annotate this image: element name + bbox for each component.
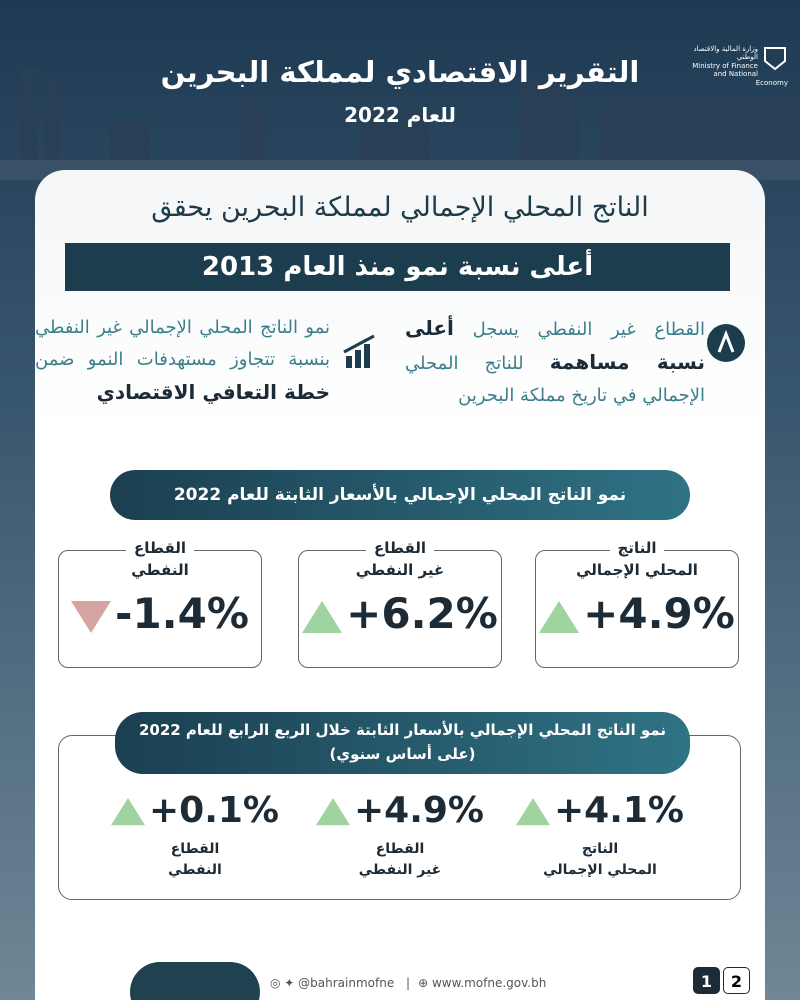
stat-label: القطاع غير النفطي [300,839,500,881]
highlight-text: القطاع غير النفطي يسجل [453,319,705,340]
stat-card: الناتج المحلي الإجمالي +4.9% [535,537,739,668]
section-subtitle: (على أساس سنوي) [329,745,476,763]
highlight: نمو الناتج المحلي الإجمالي غير النفطي بن… [35,312,330,410]
stat-label-line: غير النفطي [358,862,442,878]
stat-label-line: القطاع [170,841,220,857]
quarter-stat: +0.1% القطاع النفطي [95,790,295,881]
logo-ar: وزارة المالية والاقتصاد الوطني [693,45,758,62]
stat-label: الناتج المحلي الإجمالي [536,537,738,581]
trend-arrow [539,600,580,633]
chart-icon [343,334,375,368]
stat-value: +6.2% [299,589,501,638]
page-number[interactable]: 2 [723,967,750,994]
growth-icon [707,324,745,362]
headline-bar: أعلى نسبة نمو منذ العام 2013 [65,243,730,291]
section-title: نمو الناتج المحلي الإجمالي بالأسعار الثا… [110,470,690,520]
page-number[interactable]: 1 [693,967,720,994]
highlight-text: خطة التعافي الاقتصادي [96,380,330,404]
stat-label: القطاع النفطي [95,839,295,881]
trend-arrow [315,798,350,826]
stat-value: -1.4% [59,589,261,638]
trend-arrow [71,600,112,633]
stat-value: +0.1% [95,790,295,831]
stat-label-line: الناتج [581,841,619,857]
quarter-stat: +4.1% الناتج المحلي الإجمالي [500,790,700,881]
stat-label: القطاع غير النفطي [299,537,501,581]
highlight: القطاع غير النفطي يسجل أعلى نسبة مساهمة … [405,312,705,412]
stat-label-line: النفطي [123,559,197,581]
section-title-text: نمو الناتج المحلي الإجمالي بالأسعار الثا… [138,721,667,739]
stat-value: +4.9% [536,589,738,638]
trend-arrow [515,798,550,826]
logo-emblem [764,47,786,71]
logo-en: Ministry of Finance and National Economy [692,61,788,87]
stat-label-line: القطاع [125,537,195,559]
stat-value-text: +0.1% [148,790,279,831]
website[interactable]: www.mofne.gov.bh [431,976,547,990]
stat-label-line: النفطي [168,862,222,878]
highlight-text: أعلى نسبة مساهمة [405,316,706,374]
stat-label-line: الناتج [609,537,665,559]
stat-label-line: غير النفطي [347,559,453,581]
footer-pill [130,962,260,1000]
highlight-text: نمو الناتج المحلي الإجمالي غير النفطي بن… [35,317,330,370]
stat-label: الناتج المحلي الإجمالي [500,839,700,881]
stat-label-line: القطاع [375,841,425,857]
stat-card: القطاع النفطي -1.4% [58,537,262,668]
stat-card: القطاع غير النفطي +6.2% [298,537,502,668]
social-icons: ◎ ✦ [270,976,299,990]
stat-label-line: القطاع [365,537,435,559]
stat-label-line: المحلي الإجمالي [568,559,706,581]
stat-value-text: +4.9% [353,790,484,831]
trend-arrow [302,600,343,633]
footer: ◎ ✦ @bahrainmofne | ⊕ www.mofne.gov.bh [270,976,547,990]
quarter-stat: +4.9% القطاع غير النفطي [300,790,500,881]
stat-label-line: المحلي الإجمالي [543,862,657,878]
social-handle[interactable]: @bahrainmofne [298,976,395,990]
logo: وزارة المالية والاقتصاد الوطني Ministry … [688,45,788,87]
stat-value-text: +4.1% [553,790,684,831]
section-title: نمو الناتج المحلي الإجمالي بالأسعار الثا… [115,712,690,774]
stat-value-text: +4.9% [583,589,735,638]
trend-arrow [110,798,145,826]
headline: الناتج المحلي الإجمالي لمملكة البحرين يح… [151,192,649,223]
highlight-text: للناتج المحلي الإجمالي في تاريخ مملكة ال… [405,353,705,406]
stat-value: +4.9% [300,790,500,831]
content-card [35,170,765,1000]
stat-value-text: +6.2% [346,589,498,638]
stat-value: +4.1% [500,790,700,831]
subtitle: للعام 2022 [344,103,456,127]
title: التقرير الاقتصادي لمملكة البحرين [160,55,640,89]
stat-label: القطاع النفطي [59,537,261,581]
stat-value-text: -1.4% [115,589,249,638]
